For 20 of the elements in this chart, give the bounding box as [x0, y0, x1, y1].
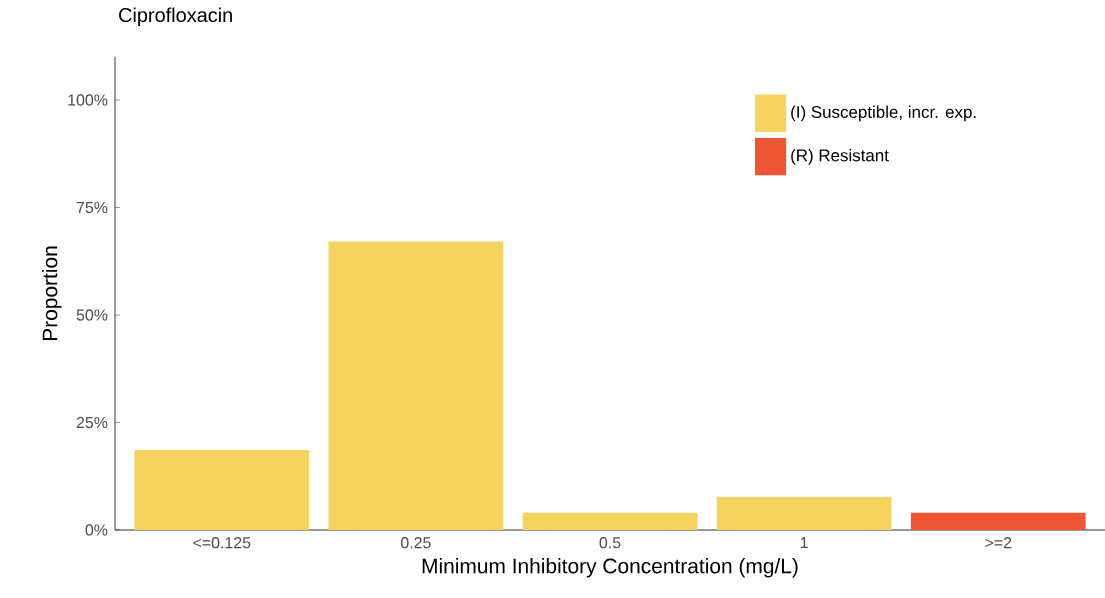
y-tick-label: 100%	[68, 94, 108, 106]
y-tick-label: 50%	[76, 309, 108, 321]
y-tick-label: 0%	[85, 524, 108, 536]
bar	[716, 496, 892, 530]
x-tick-label: 1	[800, 537, 808, 549]
y-axis-title: Proportion	[41, 246, 62, 341]
x-tick-label: >=2	[985, 537, 1012, 549]
y-tick-label: 25%	[76, 416, 108, 429]
x-tick-label: <=0.125	[193, 537, 251, 549]
bar	[910, 512, 1086, 530]
x-tick-label: 0.25	[401, 537, 431, 549]
y-tick-label: 75%	[76, 201, 108, 214]
legend-label: (R) Resistant	[791, 148, 889, 165]
x-axis-title: Minimum Inhibitory Concentration (mg/L)	[422, 558, 798, 578]
bar	[134, 450, 310, 530]
chart-title: Ciprofloxacin	[119, 7, 232, 27]
bar	[328, 241, 504, 530]
legend-label: (I) Susceptible, incr. exp.	[791, 105, 976, 122]
x-tick-label: 0.5	[599, 537, 621, 549]
bar	[522, 512, 698, 530]
